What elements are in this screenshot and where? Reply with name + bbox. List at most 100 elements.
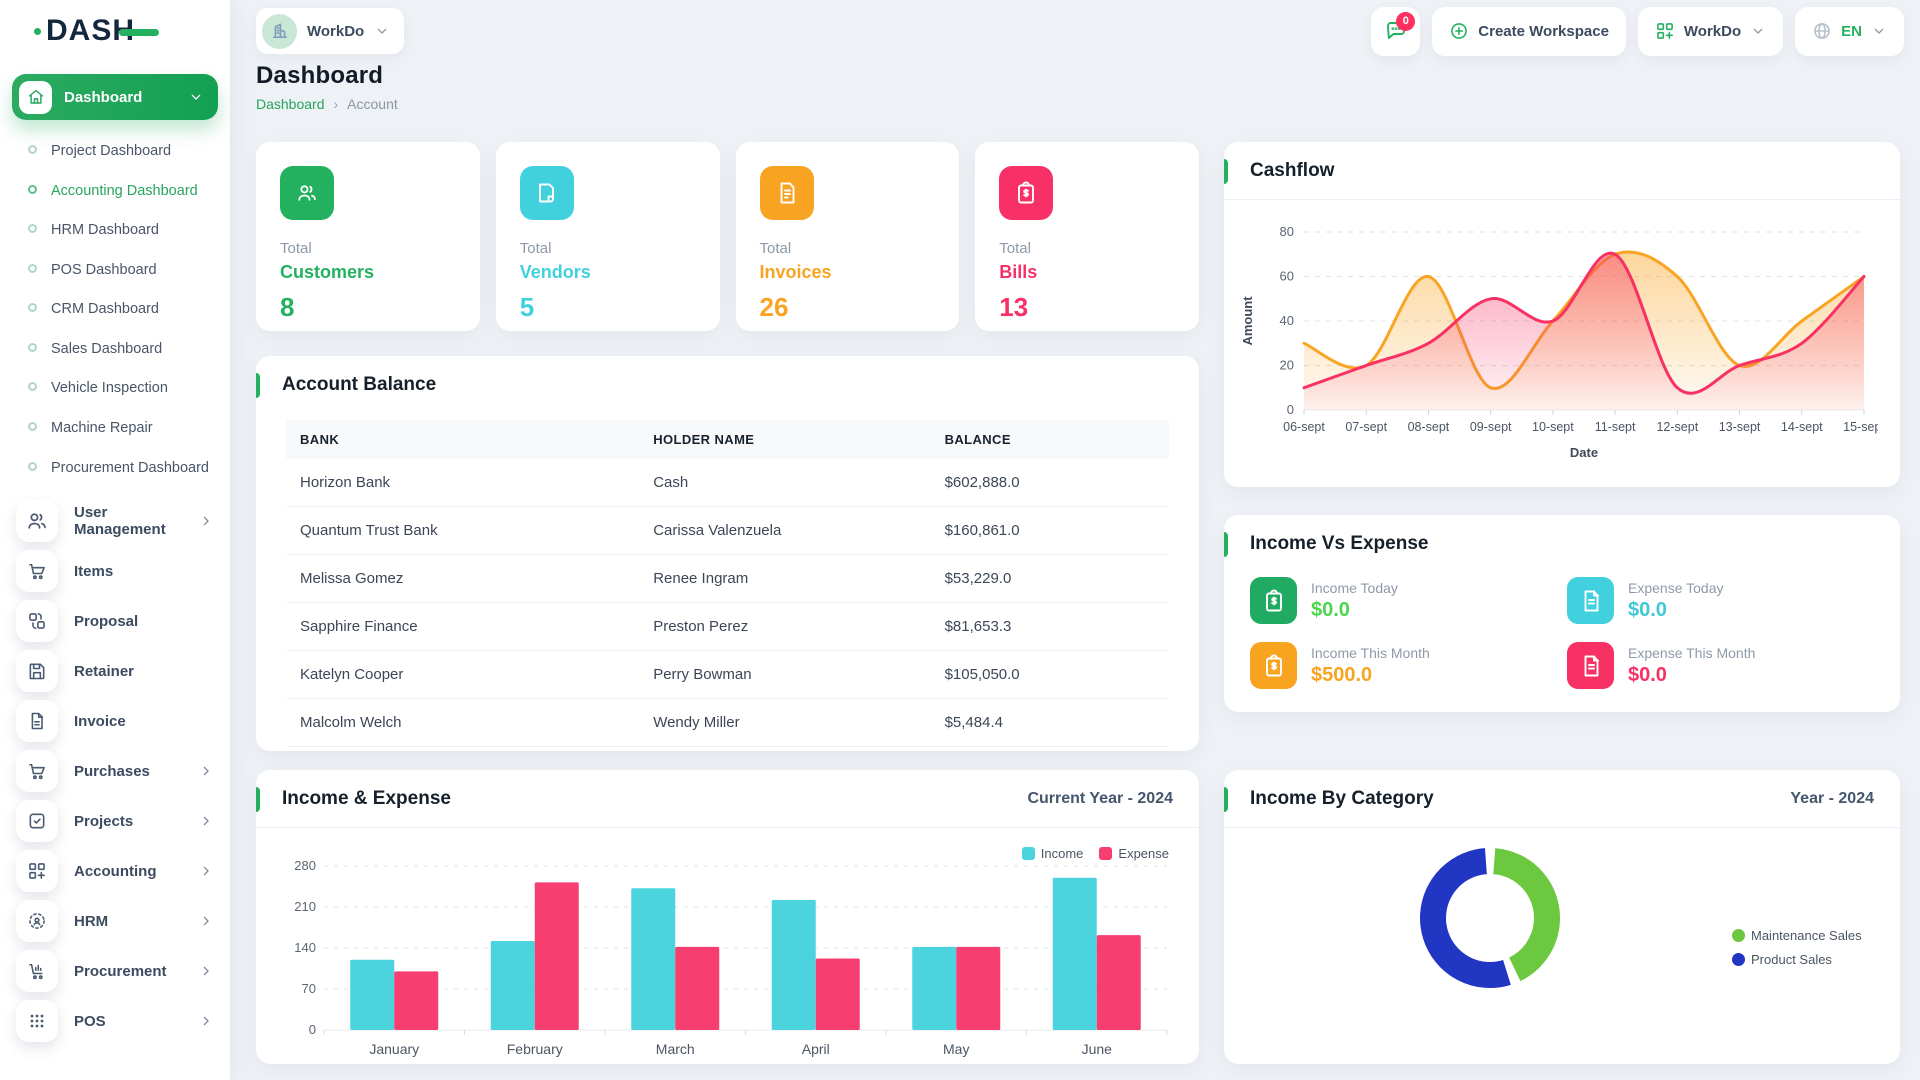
sidebar-subitem-accounting-dashboard[interactable]: Accounting Dashboard [0,172,230,212]
svg-text:11-sept: 11-sept [1595,420,1636,434]
sidebar-subitem-crm-dashboard[interactable]: CRM Dashboard [0,290,230,330]
sidebar-item-label: POS [74,1012,106,1030]
table-row: Horizon Bank Cash $602,888.0 [286,459,1169,507]
file-lines-icon [1567,642,1614,689]
logo-row: DASH [0,0,230,62]
ive-value: $0.0 [1628,663,1667,686]
stat-value: 5 [519,292,535,322]
sidebar-item-pos[interactable]: POS [0,996,230,1046]
left-column: Total Customers 8 Total Vendors 5 Total Invoice… [256,142,1199,1064]
income-expense-header: Income & Expense Current Year - 2024 [256,770,1199,828]
apps-menu-button[interactable]: WorkDo [1637,6,1784,56]
ive-tile-income-this-month: Income This Month $500.0 [1250,642,1557,689]
sidebar-item-procurement[interactable]: Procurement [0,946,230,996]
cashflow-card: Cashflow 0 20 40 60 80 06-sept 07-sept 08-sept 0… [1224,142,1900,487]
cell-holder: Renee Ingram [639,554,931,603]
sidebar-item-invoice[interactable]: Invoice [0,696,230,746]
breadcrumb-home-link[interactable]: Dashboard [256,96,325,112]
ive-label: Income This Month [1311,644,1430,661]
table-body: Horizon Bank Cash $602,888.0 Quantum Trust … [286,459,1169,747]
sidebar-item-dashboard[interactable]: Dashboard [12,74,218,120]
sidebar-item-items[interactable]: Items [0,546,230,596]
table-header-row: BANK HOLDER NAME BALANCE [286,420,1169,459]
workspace-avatar [262,13,297,49]
sidebar-subitem-pos-dashboard[interactable]: POS Dashboard [0,251,230,291]
income-vs-expense-card: Income Vs Expense Income Today $0.0 Expens… [1224,515,1900,712]
language-selector[interactable]: EN [1795,6,1904,56]
sidebar-subitem-machine-repair[interactable]: Machine Repair [0,409,230,449]
stat-value: 13 [999,292,1029,322]
sidebar-item-proposal[interactable]: Proposal [0,596,230,646]
svg-text:June: June [1082,1041,1113,1057]
messages-button[interactable]: 0 [1371,6,1421,56]
cell-balance: $602,888.0 [930,459,1169,507]
grid-plus-icon [1655,21,1675,41]
sidebar-item-retainer[interactable]: Retainer [0,646,230,696]
chevron-right-icon [198,1013,214,1029]
dashboard-submenu: Project Dashboard Accounting Dashboard HRM… [0,120,230,492]
note-icon [519,166,574,220]
legend-label: Product Sales [1751,952,1832,967]
workspace-name: WorkDo [307,22,365,40]
chevron-right-icon [198,913,214,929]
cell-holder: Cash [639,459,931,507]
sidebar-item-accounting[interactable]: Accounting [0,846,230,896]
cashflow-header: Cashflow [1224,142,1900,200]
sidebar-subitem-label: Machine Repair [51,419,153,436]
svg-text:April: April [802,1041,830,1057]
ive-text: Income This Month $500.0 [1311,645,1430,687]
create-workspace-button[interactable]: Create Workspace [1432,6,1626,56]
ive-tile-expense-this-month: Expense This Month $0.0 [1567,642,1874,689]
cell-bank: Malcolm Welch [286,698,640,747]
notification-badge: 0 [1396,11,1416,31]
main-content: Dashboard Dashboard › Account Total Custo… [256,62,1904,1064]
svg-text:80: 80 [1280,224,1294,239]
sidebar-item-projects[interactable]: Projects [0,796,230,846]
sidebar-item-purchases[interactable]: Purchases [0,746,230,796]
legend-item-maintenance-sales: Maintenance Sales [1732,928,1862,943]
bullet-ring-icon [28,421,37,431]
bullet-ring-icon [28,263,37,273]
svg-text:15-sept: 15-sept [1843,420,1878,434]
ive-value: $0.0 [1311,598,1350,621]
chevron-right-icon [198,963,214,979]
stat-total-label: Total [280,240,312,257]
bullet-ring-icon [28,145,37,154]
stat-total-label: Total [759,240,792,257]
svg-text:08-sept: 08-sept [1408,420,1450,434]
workspace-selector[interactable]: WorkDo [256,8,405,54]
dots-grid-icon [16,1000,58,1043]
brand-logo[interactable]: DASH [34,16,160,46]
cell-holder: Preston Perez [639,602,931,651]
table-row: Quantum Trust Bank Carissa Valenzuela $160… [286,506,1169,555]
cell-holder: Wendy Miller [639,698,931,747]
create-workspace-label: Create Workspace [1478,22,1609,40]
check-square-icon [16,800,58,843]
svg-text:0: 0 [309,1022,316,1037]
ive-label: Expense This Month [1628,644,1756,661]
clipboard-dollar-icon [1250,577,1297,624]
language-label: EN [1841,22,1862,40]
sidebar-subitem-hrm-dashboard[interactable]: HRM Dashboard [0,211,230,251]
sidebar-subitem-sales-dashboard[interactable]: Sales Dashboard [0,330,230,370]
cashflow-area-chart: 0 20 40 60 80 06-sept 07-sept 08-sept 09-sept 10-… [1224,200,1900,464]
svg-text:Amount: Amount [1240,296,1255,346]
logo-dot-icon [34,28,41,35]
sidebar-item-user-management[interactable]: User Management [0,496,230,546]
sidebar-subitem-vehicle-inspection[interactable]: Vehicle Inspection [0,369,230,409]
sidebar-subitem-procurement-dashboard[interactable]: Procurement Dashboard [0,449,230,489]
table-header: BANK HOLDER NAME BALANCE [286,420,1169,459]
svg-text:09-sept: 09-sept [1470,420,1512,434]
legend-dot [1732,953,1745,966]
invoice-icon [759,166,814,220]
column-header: BANK [300,432,340,447]
sidebar-item-hrm[interactable]: HRM [0,896,230,946]
chart-legend: Income Expense [1021,846,1169,861]
ive-tile-expense-today: Expense Today $0.0 [1567,577,1874,624]
sidebar-subitem-project-dashboard[interactable]: Project Dashboard [0,132,230,172]
sidebar-subitem-label: POS Dashboard [51,261,157,278]
cell-balance: $53,229.0 [930,554,1169,603]
cashflow-title: Cashflow [1250,159,1335,181]
sidebar-item-label: HRM [74,912,109,930]
cell-bank: Melissa Gomez [286,554,640,603]
